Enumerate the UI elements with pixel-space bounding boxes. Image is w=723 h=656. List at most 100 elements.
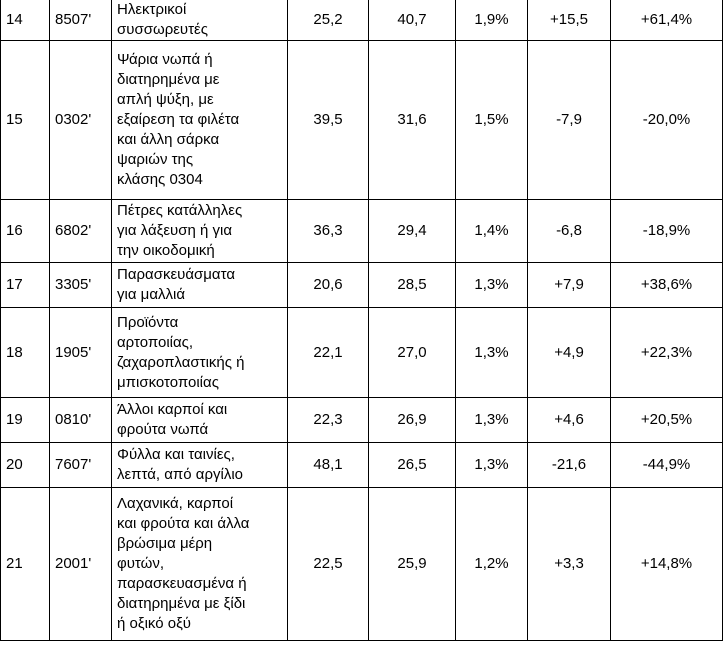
- percent-change-cell: +20,5%: [610, 397, 723, 443]
- rank-cell: 18: [0, 307, 50, 398]
- previous-value-cell: 25,2: [287, 0, 369, 41]
- product-code-cell: 0302': [49, 40, 112, 200]
- previous-value-cell: 22,1: [287, 307, 369, 398]
- description-line: βρώσιμα μέρη: [117, 535, 213, 552]
- description-line: Άλλοι καρποί και: [117, 401, 228, 418]
- description-line: παρασκευασμένα ή: [117, 575, 247, 592]
- current-value-cell: 29,4: [368, 199, 456, 263]
- description-cell: Πέτρες κατάλληλες για λάξευση ή για την οι…: [111, 199, 288, 263]
- share-cell: 1,3%: [455, 442, 528, 488]
- percent-change-cell: -18,9%: [610, 199, 723, 263]
- current-value-cell: 31,6: [368, 40, 456, 200]
- description-cell: Παρασκευάσματα για μαλλιά: [111, 262, 288, 308]
- rank-cell: 14: [0, 0, 50, 41]
- description-line: κλάσης 0304: [117, 171, 203, 188]
- description-line: Προϊόντα: [117, 313, 179, 331]
- table-row: 17 3305' Παρασκευάσματα για μαλλιά 20,6 28,5 1…: [0, 262, 723, 308]
- current-value-cell: 40,7: [368, 0, 456, 41]
- description-line: και φρούτα και άλλα: [117, 515, 250, 532]
- rank-cell: 19: [0, 397, 50, 443]
- previous-value-cell: 48,1: [287, 442, 369, 488]
- percent-change-cell: -20,0%: [610, 40, 723, 200]
- description-line: λεπτά, από αργίλιο: [117, 466, 243, 483]
- product-code-cell: 3305': [49, 262, 112, 308]
- description-line: μπισκοτοποιίας: [117, 373, 219, 391]
- previous-value-cell: 22,3: [287, 397, 369, 443]
- table-row: 16 6802' Πέτρες κατάλληλες για λάξευση ή γι…: [0, 199, 723, 263]
- description-line: συσσωρευτές: [117, 21, 208, 38]
- description-line: Φύλλα και ταινίες,: [117, 446, 235, 463]
- share-cell: 1,3%: [455, 307, 528, 398]
- trade-table: 14 8507' Ηλεκτρικοί συσσωρευτές 25,2 40,7 1,9%…: [0, 0, 723, 641]
- description-cell: Προϊόντα αρτοποιίας, ζαχαροπλαστικής ή μπισ…: [111, 307, 288, 398]
- current-value-cell: 26,5: [368, 442, 456, 488]
- absolute-change-cell: +4,9: [527, 307, 611, 398]
- description-line: εξαίρεση τα φιλέτα: [117, 111, 240, 128]
- description-line: ζαχαροπλαστικής ή: [117, 353, 245, 371]
- product-code-cell: 2001': [49, 487, 112, 641]
- description-cell: Άλλοι καρποί και φρούτα νωπά: [111, 397, 288, 443]
- table-row: 15 0302' Ψάρια νωπά ή διατηρημένα με απλή ψύ…: [0, 40, 723, 200]
- description-line: φρούτα νωπά: [117, 421, 209, 438]
- description-line: ή οξικό οξύ: [117, 615, 191, 632]
- description-line: για λάξευση ή για: [117, 222, 233, 239]
- description-line: Λαχανικά, καρποί: [117, 495, 234, 512]
- share-cell: 1,3%: [455, 262, 528, 308]
- absolute-change-cell: -21,6: [527, 442, 611, 488]
- previous-value-cell: 36,3: [287, 199, 369, 263]
- description-line: απλή ψύξη, με: [117, 91, 214, 108]
- description-cell: Φύλλα και ταινίες, λεπτά, από αργίλιο: [111, 442, 288, 488]
- rank-cell: 17: [0, 262, 50, 308]
- absolute-change-cell: +4,6: [527, 397, 611, 443]
- share-cell: 1,3%: [455, 397, 528, 443]
- table-row: 18 1905' Προϊόντα αρτοποιίας, ζαχαροπλαστική…: [0, 307, 723, 398]
- description-cell: Ψάρια νωπά ή διατηρημένα με απλή ψύξη, με ε…: [111, 40, 288, 200]
- rank-cell: 21: [0, 487, 50, 641]
- table-row: 20 7607' Φύλλα και ταινίες, λεπτά, από αργί…: [0, 442, 723, 488]
- previous-value-cell: 39,5: [287, 40, 369, 200]
- product-code-cell: 1905': [49, 307, 112, 398]
- previous-value-cell: 22,5: [287, 487, 369, 641]
- table-row: 19 0810' Άλλοι καρποί και φρούτα νωπά 22,3 26…: [0, 397, 723, 443]
- share-cell: 1,4%: [455, 199, 528, 263]
- product-code-cell: 8507': [49, 0, 112, 41]
- absolute-change-cell: -6,8: [527, 199, 611, 263]
- current-value-cell: 25,9: [368, 487, 456, 641]
- description-line: και άλλη σάρκα: [117, 131, 220, 148]
- description-line: Παρασκευάσματα: [117, 266, 235, 283]
- percent-change-cell: +22,3%: [610, 307, 723, 398]
- description-line: ψαριών της: [117, 151, 194, 168]
- description-line: για μαλλιά: [117, 286, 185, 303]
- product-code-cell: 7607': [49, 442, 112, 488]
- percent-change-cell: +61,4%: [610, 0, 723, 41]
- rank-cell: 20: [0, 442, 50, 488]
- table-row: 14 8507' Ηλεκτρικοί συσσωρευτές 25,2 40,7 1,9%…: [0, 0, 723, 41]
- description-cell: Ηλεκτρικοί συσσωρευτές: [111, 0, 288, 41]
- previous-value-cell: 20,6: [287, 262, 369, 308]
- share-cell: 1,2%: [455, 487, 528, 641]
- rank-cell: 15: [0, 40, 50, 200]
- current-value-cell: 28,5: [368, 262, 456, 308]
- percent-change-cell: +38,6%: [610, 262, 723, 308]
- description-line: Ηλεκτρικοί: [117, 1, 187, 18]
- current-value-cell: 27,0: [368, 307, 456, 398]
- description-line: διατηρημένα με ξίδι: [117, 595, 246, 612]
- description-line: αρτοποιίας,: [117, 333, 194, 351]
- absolute-change-cell: -7,9: [527, 40, 611, 200]
- table-row: 21 2001' Λαχανικά, καρποί και φρούτα και άλ…: [0, 487, 723, 641]
- share-cell: 1,9%: [455, 0, 528, 41]
- share-cell: 1,5%: [455, 40, 528, 200]
- description-line: Πέτρες κατάλληλες: [117, 202, 243, 219]
- absolute-change-cell: +3,3: [527, 487, 611, 641]
- product-code-cell: 6802': [49, 199, 112, 263]
- product-code-cell: 0810': [49, 397, 112, 443]
- percent-change-cell: -44,9%: [610, 442, 723, 488]
- description-line: φυτών,: [117, 555, 165, 572]
- absolute-change-cell: +7,9: [527, 262, 611, 308]
- description-line: την οικοδομική: [117, 242, 215, 259]
- description-line: Ψάρια νωπά ή: [117, 51, 213, 68]
- table-body: 14 8507' Ηλεκτρικοί συσσωρευτές 25,2 40,7 1,9%…: [0, 0, 723, 641]
- percent-change-cell: +14,8%: [610, 487, 723, 641]
- description-line: διατηρημένα με: [117, 71, 220, 88]
- rank-cell: 16: [0, 199, 50, 263]
